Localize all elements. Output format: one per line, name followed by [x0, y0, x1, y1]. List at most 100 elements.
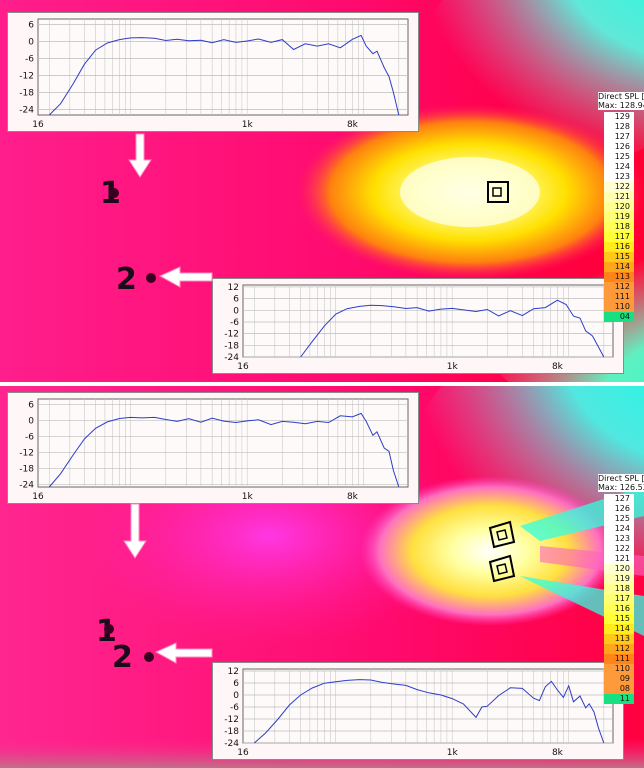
y-tick-label: -12 [19, 448, 34, 458]
y-tick-label: -18 [224, 727, 239, 737]
y-tick-label: -12 [19, 71, 34, 81]
y-tick-label: -18 [19, 88, 34, 98]
marker-arrows [128, 133, 213, 288]
x-tick-label: 16 [237, 748, 249, 758]
marker-dot-1 [109, 188, 119, 198]
x-tick-label: 16 [237, 362, 249, 372]
spl-color-legend-bottom: Direct SPL [dB Max: 126.53 1271261251241… [598, 474, 644, 714]
x-tick-label: 8k [552, 748, 564, 758]
x-tick-label: 16 [32, 120, 44, 130]
legend-scale-value: 118 [604, 222, 634, 232]
legend-scale-value: 126 [604, 504, 634, 514]
legend-scale-value: 128 [604, 122, 634, 132]
legend-scale-value: 125 [604, 514, 634, 524]
legend-scale-value: 110 [604, 664, 634, 674]
y-tick-label: 0 [28, 38, 34, 48]
legend-scale-value: 113 [604, 634, 634, 644]
legend-scale-value: 121 [604, 192, 634, 202]
series-line [253, 679, 605, 744]
legend-title: Direct SPL [dB [598, 92, 644, 101]
x-tick-label: 16 [32, 492, 44, 502]
legend-scale-value: 111 [604, 654, 634, 664]
chart-plot: 6 0 -6 -12 -18 -24 16 1k 8k [19, 18, 409, 130]
legend-scale-value: 116 [604, 604, 634, 614]
spl-color-legend-top: Direct SPL [dB Max: 128.94 1291281271261… [598, 92, 644, 322]
y-tick-label: -12 [224, 715, 239, 725]
legend-scale-value: 117 [604, 232, 634, 242]
legend-scale-value: 119 [604, 574, 634, 584]
marker-dot-1 [104, 624, 114, 634]
y-tick-label: 12 [228, 283, 239, 293]
legend-scale-value: 117 [604, 594, 634, 604]
legend-scale-value: 125 [604, 152, 634, 162]
legend-scale-value: 08 [604, 684, 634, 694]
legend-scale-value: 124 [604, 524, 634, 534]
y-tick-label: 6 [233, 295, 239, 305]
legend-scale-value: 119 [604, 212, 634, 222]
legend-scale-value: 113 [604, 272, 634, 282]
series-line [48, 412, 400, 488]
y-tick-label: -24 [224, 739, 239, 749]
y-tick-label: -12 [224, 330, 239, 340]
y-tick-label: 6 [233, 679, 239, 689]
series-line [300, 299, 605, 358]
y-tick-label: -6 [25, 432, 34, 442]
legend-scale-value: 120 [604, 202, 634, 212]
chart-plot: 6 0 -6 -12 -18 -24 16 1k 8k [19, 398, 409, 502]
legend-scale-value: 111 [604, 292, 634, 302]
legend-scale-value: 115 [604, 614, 634, 624]
legend-max: Max: 128.94 [598, 101, 644, 110]
y-tick-label: -18 [19, 464, 34, 474]
frequency-response-chart-1: 6 0 -6 -12 -18 -24 16 1k 8k [7, 392, 419, 504]
legend-scale-value: 120 [604, 564, 634, 574]
legend-max: Max: 126.53 [598, 483, 644, 492]
x-tick-label: 1k [447, 362, 459, 372]
y-tick-label: -18 [224, 341, 239, 351]
legend-scale-value: 122 [604, 544, 634, 554]
legend-scale-value: 04 [604, 312, 634, 322]
x-tick-label: 1k [242, 120, 254, 130]
legend-title: Direct SPL [dB [598, 474, 644, 483]
spl-map-panel-bottom: 6 0 -6 -12 -18 -24 16 1k 8k 12 6 0 -6 -12 -18 -24 16 1k 8… [0, 386, 644, 768]
speaker-icon [487, 181, 509, 203]
legend-scale-value: 115 [604, 252, 634, 262]
frequency-response-chart-2: 12 6 0 -6 -12 -18 -24 16 1k 8k [212, 278, 624, 374]
y-tick-label: -6 [230, 703, 239, 713]
legend-scale-value: 112 [604, 644, 634, 654]
marker-dot-2 [144, 652, 154, 662]
speaker-icon [488, 520, 516, 549]
legend-scale-value: 122 [604, 182, 634, 192]
legend-scale-value: 116 [604, 242, 634, 252]
speaker-icon [488, 554, 516, 583]
legend-scale-value: 09 [604, 674, 634, 684]
frequency-response-chart-1: 6 0 -6 -12 -18 -24 16 1k 8k [7, 12, 419, 132]
x-tick-label: 8k [552, 362, 564, 372]
x-tick-label: 8k [347, 120, 359, 130]
y-tick-label: 0 [233, 691, 239, 701]
marker-label-2: 2 [112, 640, 133, 675]
y-tick-label: 6 [28, 400, 34, 410]
y-tick-label: -6 [25, 55, 34, 65]
y-tick-label: 6 [28, 21, 34, 31]
y-tick-label: 0 [28, 416, 34, 426]
legend-scale-value: 129 [604, 112, 634, 122]
legend-scale-value: 126 [604, 142, 634, 152]
legend-scale-value: 127 [604, 494, 634, 504]
legend-scale-value: 127 [604, 132, 634, 142]
y-tick-label: 12 [228, 667, 239, 677]
legend-scale-value: 110 [604, 302, 634, 312]
x-tick-label: 8k [347, 492, 359, 502]
legend-scale-value: 112 [604, 282, 634, 292]
legend-scale-value: 11 [604, 694, 634, 704]
legend-scale-value: 124 [604, 162, 634, 172]
frequency-response-chart-2: 12 6 0 -6 -12 -18 -24 16 1k 8k [212, 662, 624, 760]
legend-scale-value: 114 [604, 262, 634, 272]
series-line [48, 34, 400, 116]
y-tick-label: -24 [19, 105, 34, 115]
legend-scale-value: 121 [604, 554, 634, 564]
legend-scale-value: 114 [604, 624, 634, 634]
y-tick-label: -6 [230, 318, 239, 328]
legend-scale-value: 123 [604, 534, 634, 544]
